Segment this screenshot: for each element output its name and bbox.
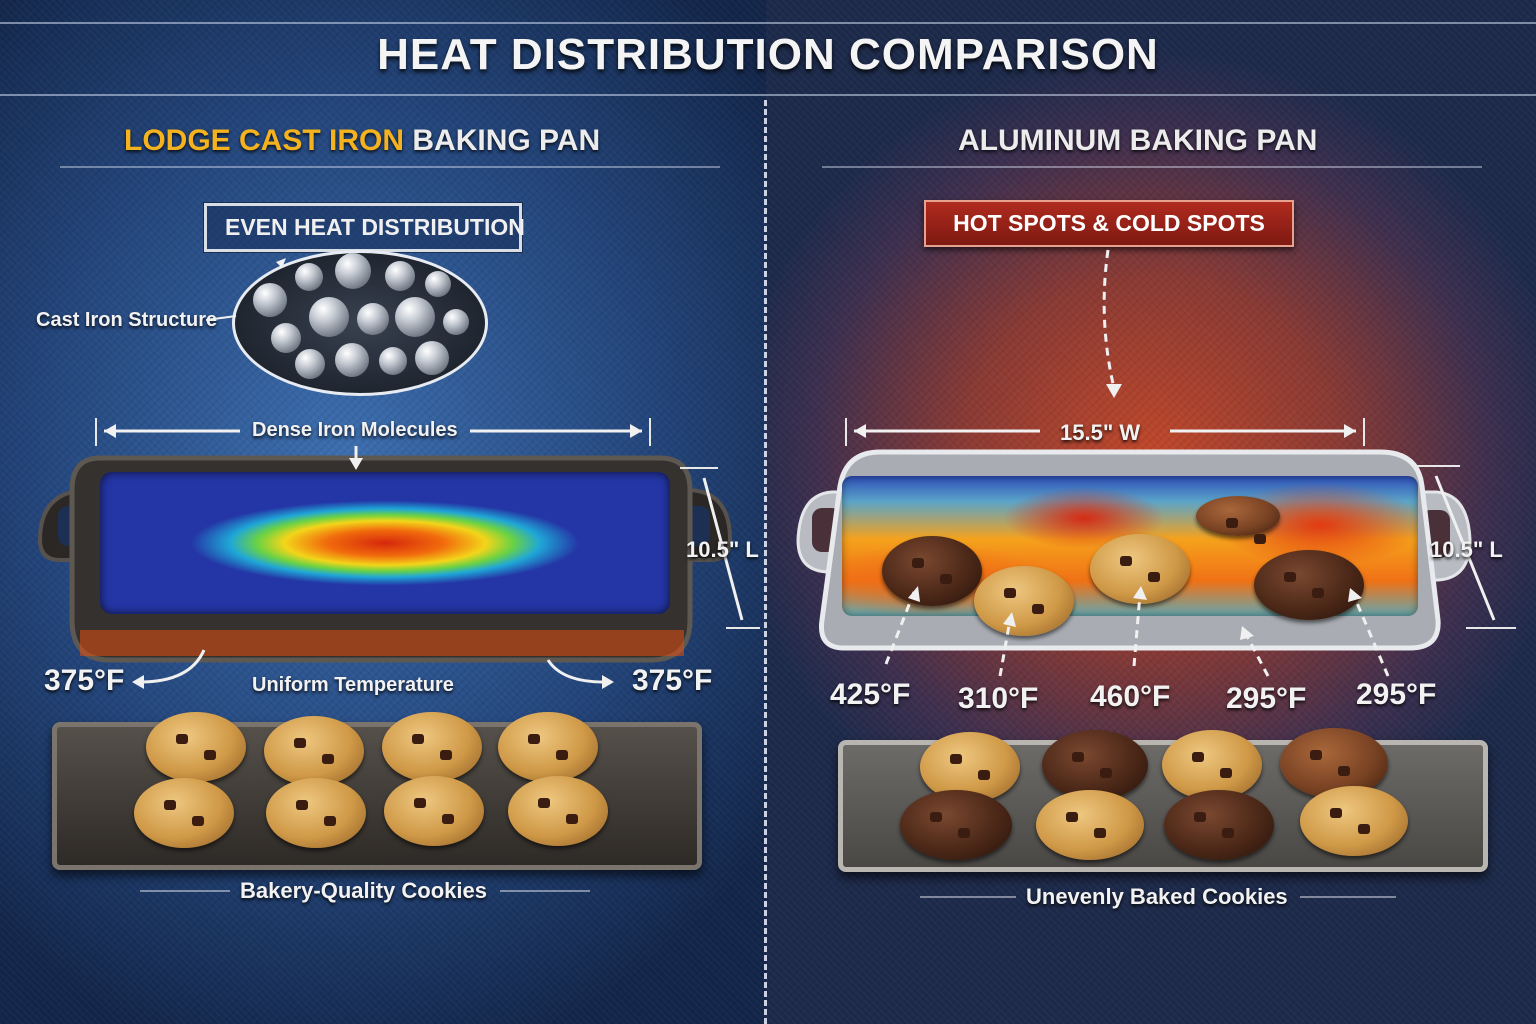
cookie <box>1162 730 1262 800</box>
caption-rule <box>140 890 230 892</box>
bakery-quality-caption: Bakery-Quality Cookies <box>240 878 487 903</box>
cookie <box>1280 728 1388 798</box>
cookie <box>1300 786 1408 856</box>
caption-rule <box>500 890 590 892</box>
panel-divider <box>764 100 767 1024</box>
dense-iron-label: Dense Iron Molecules <box>252 419 458 441</box>
cookie <box>266 778 366 848</box>
aluminum-title-rest: BAKING PAN <box>1129 124 1318 157</box>
cast-iron-title: LODGE CAST IRON BAKING PAN <box>124 124 600 158</box>
temperature-pointers <box>884 586 1390 677</box>
cookie <box>1164 790 1274 860</box>
cookie <box>882 536 982 606</box>
cookie <box>384 776 484 846</box>
cookie <box>264 716 364 786</box>
hot-spots-badge: HOT SPOTS & COLD SPOTS <box>924 200 1294 247</box>
cookie <box>900 790 1012 860</box>
caption-rule <box>920 896 1016 898</box>
cookie <box>382 712 482 782</box>
page-title: HEAT DISTRIBUTION COMPARISON <box>377 30 1159 79</box>
cast-iron-heat-map <box>100 472 670 614</box>
top-rule <box>0 22 1536 24</box>
cookie <box>134 778 234 848</box>
cookie <box>498 712 598 782</box>
cast-iron-structure-label: Cast Iron Structure <box>36 309 218 331</box>
cookie <box>1042 730 1148 800</box>
uneven-cookies-caption: Unevenly Baked Cookies <box>1026 884 1288 909</box>
uniform-temperature-label: Uniform Temperature <box>252 674 454 696</box>
cast-iron-title-rest: BAKING PAN <box>412 124 601 157</box>
aluminum-title: ALUMINUM BAKING PAN <box>958 124 1317 158</box>
cookie <box>508 776 608 846</box>
cast-iron-temp-right: 375°F <box>632 664 713 697</box>
cookie <box>1196 496 1280 544</box>
cast-iron-molecule-icon <box>232 250 488 396</box>
title-underline <box>0 94 1536 96</box>
cookie <box>974 566 1074 636</box>
cast-iron-title-rule <box>60 166 720 168</box>
cast-iron-length-label: 10.5" L <box>686 537 759 562</box>
aluminum-temp-1: 425°F <box>830 678 911 711</box>
aluminum-title-rule <box>822 166 1482 168</box>
aluminum-temp-3: 460°F <box>1090 680 1171 713</box>
aluminum-width-label: 15.5" W <box>1060 420 1141 445</box>
aluminum-temp-5: 295°F <box>1356 678 1437 711</box>
aluminum-temp-4: 295°F <box>1226 682 1307 715</box>
aluminum-length-label: 10.5" L <box>1430 537 1503 562</box>
aluminum-temp-2: 310°F <box>958 682 1039 715</box>
cast-iron-title-accent: LODGE CAST IRON <box>124 124 405 157</box>
cookie <box>1254 550 1364 620</box>
aluminum-title-accent: ALUMINUM <box>958 124 1122 157</box>
cookie <box>1036 790 1144 860</box>
cast-iron-temp-left: 375°F <box>44 664 125 697</box>
cookie <box>146 712 246 782</box>
caption-rule <box>1300 896 1396 898</box>
